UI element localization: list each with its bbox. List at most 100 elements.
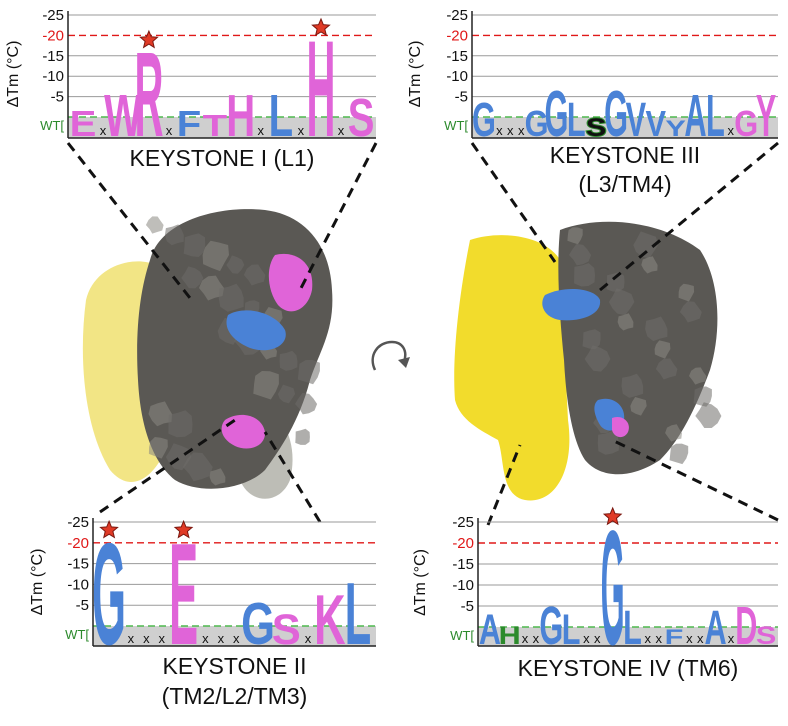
residue-letter: L bbox=[623, 601, 642, 655]
residue-letter: H bbox=[499, 622, 521, 650]
residue-letter: S bbox=[348, 87, 375, 147]
panel-title: (TM2/L2/TM3) bbox=[162, 683, 308, 709]
left-protein-surface-bump bbox=[148, 437, 168, 459]
tick-label: -25 bbox=[446, 7, 468, 24]
tick-label: -25 bbox=[42, 7, 64, 24]
tick-label: -20 bbox=[452, 535, 474, 552]
residue-gap-letter: x bbox=[728, 631, 735, 646]
zoom-connector-line bbox=[99, 418, 236, 514]
significance-star bbox=[173, 519, 194, 539]
right-protein-surface-bump bbox=[678, 283, 695, 302]
residue-gap-letter: x bbox=[496, 123, 503, 138]
residue-letter: G bbox=[472, 93, 496, 147]
protein-structures bbox=[82, 209, 722, 501]
residue-gap-letter: x bbox=[583, 631, 590, 646]
right-protein-surface-bump bbox=[654, 340, 671, 359]
tick-label: -5 bbox=[461, 598, 474, 615]
left-protein-surface-bump bbox=[182, 452, 213, 482]
right-protein-surface-bump bbox=[606, 272, 625, 292]
residue-letter: G bbox=[544, 77, 568, 150]
residue-letter: F bbox=[177, 104, 201, 145]
residue-letter: L bbox=[345, 564, 372, 663]
residue-letter: G bbox=[604, 77, 628, 150]
y-axis-label: ΔTm (°C) bbox=[29, 549, 46, 616]
wt-label: WT[ bbox=[444, 118, 468, 133]
tick-label: -5 bbox=[455, 89, 468, 106]
wt-label: WT[ bbox=[65, 627, 89, 642]
y-axis-label: ΔTm (°C) bbox=[412, 549, 429, 616]
residue-gap-letter: x bbox=[218, 631, 225, 646]
residue-gap-letter: x bbox=[686, 631, 693, 646]
y-axis-label: ΔTm (°C) bbox=[407, 41, 424, 108]
residue-gap-letter: x bbox=[258, 123, 265, 138]
zoom-connector-line bbox=[486, 444, 522, 526]
wt-shade bbox=[93, 626, 376, 646]
residue-letter: W bbox=[104, 82, 142, 149]
wt-shade bbox=[472, 117, 778, 138]
residue-gap-letter: x bbox=[507, 123, 514, 138]
left-protein-surface-bump bbox=[253, 371, 279, 400]
left-protein-surface-bump bbox=[168, 410, 193, 438]
tick-label: -15 bbox=[42, 48, 64, 65]
zoom-connector-line bbox=[470, 142, 557, 263]
right-protein-surface-bump bbox=[630, 397, 647, 416]
wt-label: WT[ bbox=[450, 628, 474, 643]
tick-label: -10 bbox=[67, 576, 89, 593]
residue-letter: D bbox=[735, 596, 757, 656]
tick-label: -10 bbox=[42, 68, 64, 85]
right-protein-yellow-domain bbox=[454, 235, 570, 501]
significance-star bbox=[139, 29, 159, 49]
residue-gap-letter: x bbox=[298, 123, 305, 138]
right-protein-blue-patch bbox=[542, 288, 601, 321]
residue-letter: S bbox=[586, 113, 607, 142]
right-protein-surface-bump bbox=[582, 329, 601, 350]
tick-label: -5 bbox=[51, 89, 64, 106]
left-protein-surface-bump bbox=[295, 428, 310, 445]
right-protein-surface-bump bbox=[679, 301, 702, 323]
residue-gap-letter: x bbox=[202, 631, 209, 646]
left-protein-keystone1-patch bbox=[268, 253, 313, 312]
residue-letter: A bbox=[479, 606, 501, 653]
zoom-connector-line bbox=[611, 438, 779, 522]
zoom-connector-line bbox=[599, 141, 779, 292]
residue-letter: V bbox=[626, 93, 647, 147]
residue-gap-letter: x bbox=[533, 631, 540, 646]
tick-label: -25 bbox=[67, 514, 89, 531]
left-protein-surface-bump bbox=[181, 266, 204, 289]
y-axis-label: ΔTm (°C) bbox=[5, 41, 22, 108]
residue-letter: A bbox=[684, 82, 706, 148]
right-protein-surface-bump bbox=[567, 227, 583, 245]
left-protein-surface-bump bbox=[243, 264, 266, 286]
residue-letter: T bbox=[203, 108, 228, 143]
panel-title: KEYSTONE II bbox=[162, 653, 306, 679]
right-protein-surface-bump bbox=[617, 313, 634, 331]
residue-letter: V bbox=[646, 104, 667, 145]
right-protein-pink-patch bbox=[612, 416, 629, 438]
residue-gap-letter: x bbox=[338, 123, 345, 138]
tick-label: -20 bbox=[42, 27, 64, 44]
rotation-arrow-curve bbox=[371, 340, 407, 371]
zoom-connector-line bbox=[263, 431, 322, 523]
left-protein-blue-patch bbox=[226, 310, 286, 351]
tick-label: -15 bbox=[446, 48, 468, 65]
left-protein-surface-bump bbox=[218, 283, 244, 312]
residue-letter: E bbox=[169, 513, 198, 676]
left-protein-surface-bump bbox=[199, 275, 224, 301]
residue-letter: S bbox=[272, 607, 301, 654]
left-protein-surface-bump bbox=[297, 359, 320, 385]
wt-shade bbox=[478, 627, 778, 646]
residue-letter: L bbox=[269, 82, 293, 149]
zoom-connector-line bbox=[298, 142, 378, 291]
residue-letter: G bbox=[92, 513, 126, 676]
right-protein-surface-bump bbox=[569, 243, 592, 266]
right-protein-surface-bump bbox=[597, 430, 619, 455]
left-protein-surface-bump bbox=[226, 255, 245, 274]
residue-letter: H bbox=[226, 82, 255, 149]
residue-letter: Y bbox=[665, 116, 686, 141]
right-protein-surface-bump bbox=[641, 256, 658, 274]
residue-letter: Y bbox=[756, 82, 777, 148]
left-protein-surface-bump bbox=[209, 468, 226, 486]
